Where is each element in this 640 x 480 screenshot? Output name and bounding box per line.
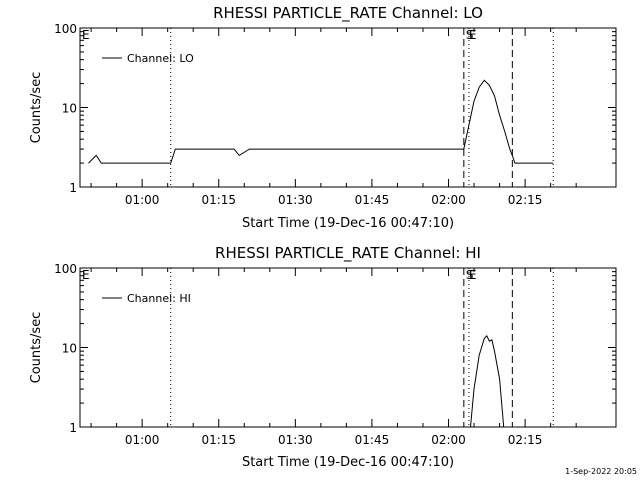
hi-channel-panel: RHESSI PARTICLE_RATE Channel: HI 01:00 01:… (29, 244, 617, 470)
legend-entry: Channel: HI (127, 292, 191, 305)
legend-entry: Channel: LO (127, 52, 194, 65)
corner-e-glyph: E (82, 268, 90, 282)
y-tick-label: 100 (54, 262, 77, 276)
flag-e-marker: E (469, 28, 477, 42)
y-tick-label: 1 (69, 181, 77, 195)
y-tick-label: 10 (62, 102, 77, 116)
x-tick-label: 01:30 (278, 433, 313, 447)
series-line (470, 335, 505, 428)
x-axis-label: Start Time (19-Dec-16 00:47:10) (242, 216, 454, 231)
x-tick-label: 02:15 (508, 433, 543, 447)
lo-channel-panel: RHESSI PARTICLE_RATE Channel: LO 01:00 01:… (29, 4, 617, 231)
y-tick-label: 10 (62, 342, 77, 356)
x-tick-label: 02:15 (508, 193, 543, 207)
chart-title: RHESSI PARTICLE_RATE Channel: LO (213, 4, 483, 23)
series-line (88, 79, 554, 164)
flag-e-marker: E (469, 268, 477, 282)
flag-s-marker: S (466, 268, 474, 282)
x-axis-label: Start Time (19-Dec-16 00:47:10) (242, 455, 454, 470)
y-axis-label: Counts/sec (29, 312, 44, 384)
flag-s-marker: S (466, 28, 474, 42)
x-tick-label: 01:15 (201, 193, 236, 207)
corner-e-glyph: E (82, 28, 90, 42)
y-tick-label: 1 (69, 421, 77, 435)
x-tick-label: 01:30 (278, 193, 313, 207)
x-tick-label: 01:45 (355, 433, 390, 447)
x-tick-label: 01:15 (201, 433, 236, 447)
x-tick-label: 02:00 (431, 193, 466, 207)
chart-title: RHESSI PARTICLE_RATE Channel: HI (215, 244, 481, 263)
x-tick-label: 01:00 (125, 433, 160, 447)
x-tick-label: 02:00 (431, 433, 466, 447)
timestamp-footer: 1-Sep-2022 20:05 (565, 467, 637, 476)
x-tick-label: 01:45 (355, 193, 390, 207)
y-tick-label: 100 (54, 22, 77, 36)
x-tick-label: 01:00 (125, 193, 160, 207)
y-axis-label: Counts/sec (29, 72, 44, 144)
